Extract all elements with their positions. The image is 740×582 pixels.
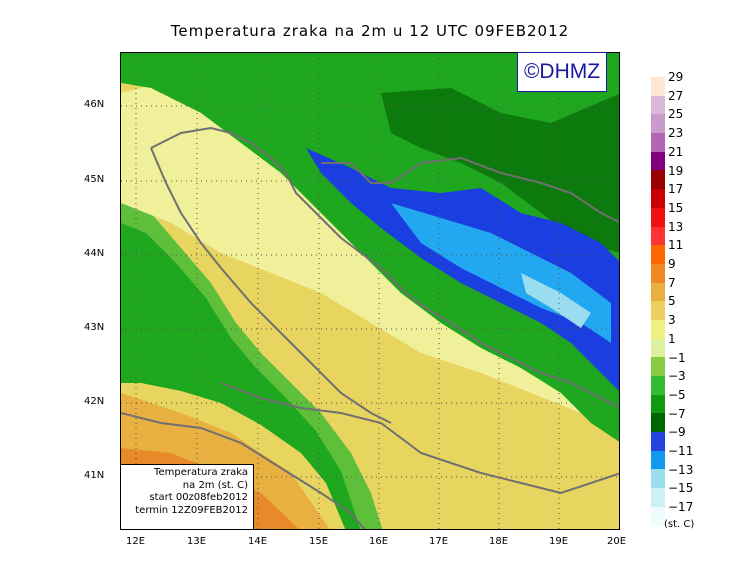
lat-label-45: 45N [84, 174, 105, 185]
grid-lines [121, 53, 619, 529]
legend-label: 9 [668, 257, 676, 271]
map-title: Temperatura zraka na 2m u 12 UTC 09FEB20… [170, 22, 570, 40]
legend-swatch [651, 114, 665, 134]
italy-green [121, 223, 361, 529]
legend-swatch [651, 413, 665, 433]
legend-label: 3 [668, 313, 676, 328]
lon-label-20: 20E [607, 536, 627, 547]
legend-label: 13 [668, 219, 684, 234]
legend-label: −5 [668, 387, 686, 402]
legend-label: 11 [668, 238, 684, 253]
legend-unit: (st. C) [664, 519, 695, 530]
lon-label-14: 14E [248, 536, 268, 547]
legend-swatch [651, 301, 665, 320]
legend-swatch [651, 338, 665, 358]
legend-swatch [651, 226, 665, 246]
legend-swatch [651, 282, 665, 302]
info-line-1: Temperatura zraka [154, 467, 248, 478]
legend-swatch [651, 319, 665, 339]
legend-label: −15 [668, 481, 694, 496]
legend-label: 27 [668, 88, 684, 103]
dhmz-logo: ©DHMZ [517, 52, 607, 92]
legend-label: 1 [668, 331, 676, 346]
cold-core-pale [521, 273, 591, 328]
coastlines [121, 126, 619, 529]
lon-label-12: 12E [126, 536, 146, 547]
lat-label-44: 44N [84, 248, 105, 259]
lat-label-41: 41N [84, 470, 105, 481]
legend-swatch [651, 469, 665, 489]
lat-label-46: 46N [84, 99, 105, 110]
cold-region [306, 148, 619, 391]
legend-label: −17 [668, 500, 694, 515]
legend-swatch [651, 263, 665, 283]
temperature-map [120, 52, 620, 530]
legend-label: 19 [668, 163, 684, 178]
legend-swatch [651, 357, 665, 376]
lon-label-15: 15E [309, 536, 329, 547]
legend-label: −7 [668, 406, 686, 421]
legend-label: 29 [668, 70, 684, 84]
lon-label-18: 18E [489, 536, 509, 547]
legend-label: 23 [668, 126, 684, 141]
legend-swatch [651, 245, 665, 264]
legend-label: −9 [668, 425, 686, 440]
legend-label: 17 [668, 182, 684, 197]
legend-label: 21 [668, 144, 684, 159]
lat-label-42: 42N [84, 396, 105, 407]
legend-swatch [651, 376, 665, 395]
legend-swatch [651, 488, 665, 507]
land-dark-green [381, 88, 619, 253]
legend-label: −13 [668, 462, 694, 477]
lat-label-43: 43N [84, 322, 105, 333]
legend-swatch [651, 506, 665, 526]
lon-label-19: 19E [549, 536, 569, 547]
color-legend [651, 77, 665, 526]
legend-swatch [651, 170, 665, 190]
lon-label-17: 17E [429, 536, 449, 547]
legend-label: −3 [668, 369, 686, 384]
legend-swatch [651, 450, 665, 470]
map-canvas [121, 53, 619, 529]
legend-label: −1 [668, 350, 686, 365]
legend-swatch [651, 432, 665, 451]
legend-label: 25 [668, 107, 684, 122]
legend-swatch [651, 189, 665, 208]
legend-label: 15 [668, 200, 684, 215]
legend-label: 5 [668, 294, 676, 309]
info-line-2: na 2m (st. C) [182, 479, 248, 491]
legend-swatch [651, 394, 665, 414]
lon-label-13: 13E [187, 536, 207, 547]
legend-label: 7 [668, 275, 676, 290]
legend-swatch [651, 207, 665, 227]
info-line-3: start 00z08feb2012 [149, 492, 248, 503]
info-box: Temperatura zraka na 2m (st. C) start 00… [120, 464, 254, 530]
legend-swatch [651, 151, 665, 171]
lon-label-16: 16E [369, 536, 389, 547]
legend-label: −11 [668, 444, 694, 458]
info-line-4: termin 12Z09FEB2012 [135, 504, 248, 516]
legend-swatch [651, 77, 665, 96]
legend-swatch [651, 133, 665, 152]
legend-swatch [651, 95, 665, 115]
